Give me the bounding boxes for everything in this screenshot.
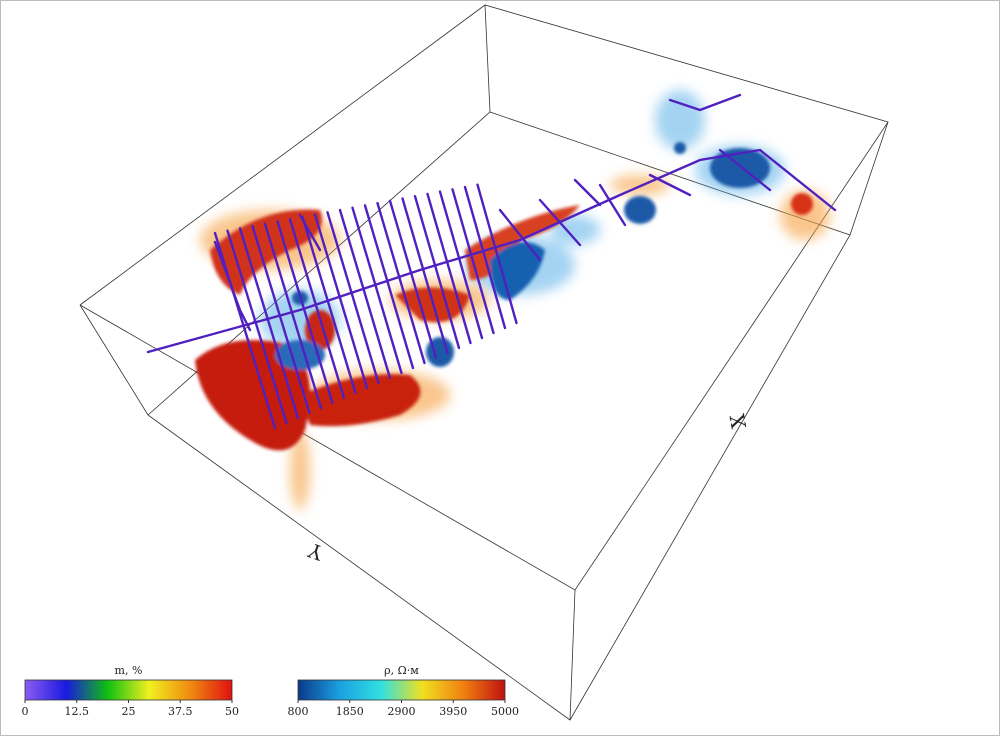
colorbar-tick-label: 37.5 <box>168 705 193 718</box>
profile-line <box>598 183 627 227</box>
profile-line <box>226 229 288 425</box>
survey-profiles <box>146 93 837 430</box>
profile-line <box>251 224 311 415</box>
profile-line <box>276 220 334 405</box>
axis-label: X <box>725 411 751 430</box>
profile-line <box>313 213 369 390</box>
profile-line <box>463 185 507 330</box>
colorbar <box>24 679 233 701</box>
colorbar-tick-label: 5000 <box>491 705 519 718</box>
profile-line <box>213 231 277 430</box>
colorbar-title: m, % <box>115 664 143 677</box>
profile-line <box>238 227 300 420</box>
colorbar-tick-label: 25 <box>122 705 136 718</box>
profile-line <box>426 192 472 345</box>
profile-line <box>573 178 602 207</box>
profile-line <box>498 208 542 262</box>
colorbar-tick-label: 2900 <box>388 705 416 718</box>
profile-line <box>301 215 357 395</box>
profile-line <box>326 211 380 385</box>
profile-line <box>648 173 692 197</box>
profile-line <box>718 148 772 192</box>
colorbar-tick-label: 0 <box>22 705 29 718</box>
profile-line <box>363 204 415 370</box>
colorbar-tick-label: 12.5 <box>65 705 90 718</box>
colorbar <box>297 679 506 701</box>
colorbar-tick-label: 3950 <box>439 705 467 718</box>
colorbars: m, % 0 12.5 25 37.5 50 ρ, Ω·м 800 1850 2900 3950 50… <box>22 664 520 718</box>
profile-line <box>288 217 346 400</box>
colorbar-tick-label: 1850 <box>336 705 364 718</box>
colorbar-tick-label: 800 <box>288 705 309 718</box>
bounding-box <box>79 4 889 721</box>
colorbar-tick-label: 50 <box>225 705 239 718</box>
resistivity-bodies <box>195 142 813 451</box>
profile-line <box>413 194 461 350</box>
profile-line <box>388 199 438 360</box>
colorbar-title: ρ, Ω·м <box>384 664 419 677</box>
profile-line <box>401 197 449 355</box>
profile-line <box>376 201 426 365</box>
profile-line <box>538 198 582 247</box>
profile-line <box>476 183 518 325</box>
profile-line <box>338 208 392 380</box>
profile-line <box>351 206 403 375</box>
profile-line <box>451 188 495 335</box>
profile-line <box>263 222 323 410</box>
profile-line <box>438 190 484 340</box>
